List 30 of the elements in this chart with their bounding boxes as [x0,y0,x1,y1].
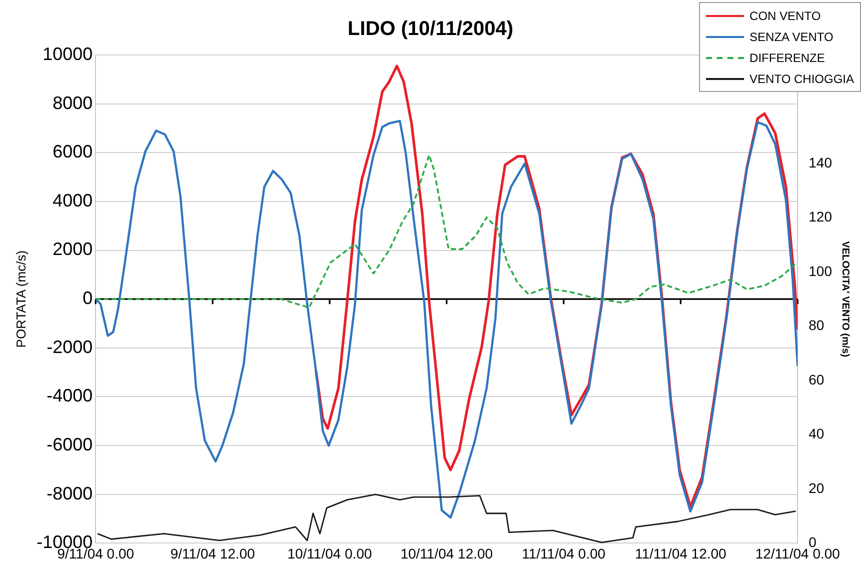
y-tick-label: 4000 [52,190,93,210]
y2-tick-label: 20 [808,480,824,496]
y2-tick-label: 40 [808,426,824,442]
x-tick-label: 10/11/04 0.00 [287,545,372,562]
chart-title: LIDO (10/11/2004) [348,18,514,40]
y-tick-label: 10000 [42,44,93,64]
legend-label: SENZA VENTO [750,30,834,44]
y2-tick-label: 80 [808,317,824,334]
y2-tick-label: 140 [808,154,832,170]
x-tick-label: 10/11/04 12.00 [400,545,494,562]
x-tick-label: 11/11/04 0.00 [522,545,606,562]
line-series [96,154,797,309]
y2-tick-label: 120 [808,208,832,225]
y-tick-label: -4000 [46,386,93,406]
y-tick-label: -8000 [46,483,93,504]
y-tick-label: 0 [82,288,93,308]
y-tick-label: 2000 [52,239,93,260]
y2-tick-label: 60 [808,371,824,388]
legend-label: VENTO CHIOGGIA [750,72,854,86]
legend-label: DIFFERENZE [750,50,825,64]
y-tick-label: -6000 [46,434,93,455]
y-axis-title: PORTATA (mc/s) [13,250,28,348]
y-tick-label: -2000 [46,336,93,357]
y2-axis-title: VELOCITA' VENTO (m/s) [839,241,850,358]
y2-tick-label: 100 [808,262,832,279]
y-tick-label: 6000 [52,142,93,162]
x-tick-label: 9/11/04 12.00 [170,545,256,562]
x-tick-label: 11/11/04 12.00 [634,545,727,562]
y-tick-label: 8000 [52,92,93,113]
legend-label: CON VENTO [750,8,821,22]
